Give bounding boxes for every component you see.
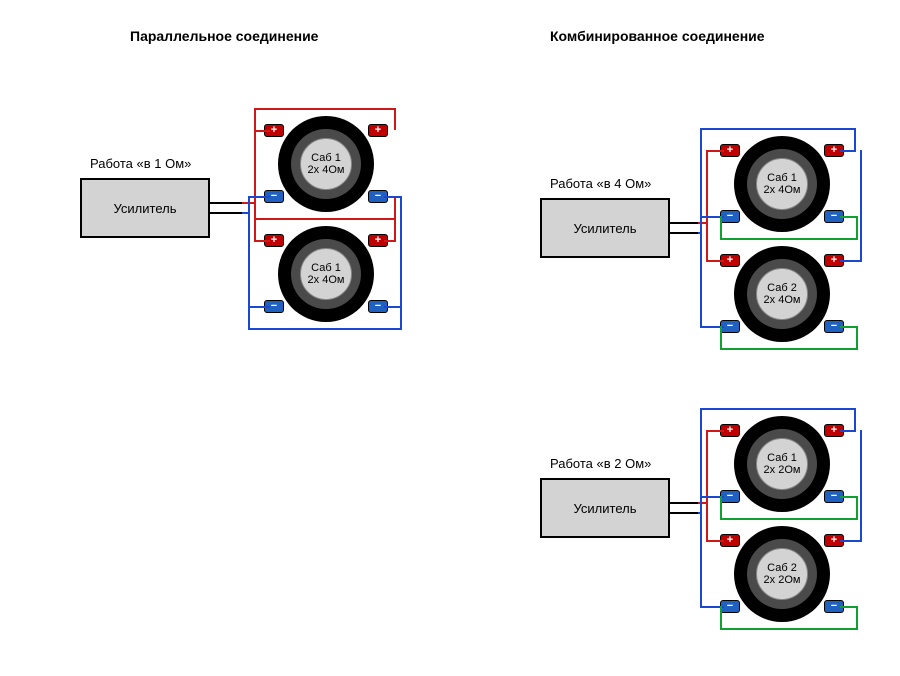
amp-label: Усилитель: [574, 501, 637, 516]
wire: [840, 606, 858, 608]
wire: [840, 260, 862, 262]
wire: [256, 240, 270, 242]
wire: [700, 128, 702, 234]
wire: [254, 218, 396, 220]
wire: [720, 518, 856, 520]
wire: [700, 408, 856, 410]
amplifier-2: Усилитель: [540, 198, 670, 258]
wire: [248, 306, 270, 308]
sub-imp: 2x 4Ом: [764, 184, 801, 196]
wire: [720, 496, 722, 520]
amp-label: Усилитель: [574, 221, 637, 236]
wire: [248, 196, 270, 198]
wire: [670, 512, 698, 514]
wire: [700, 128, 856, 130]
wire: [700, 512, 702, 608]
wire: [856, 606, 858, 630]
sub-name: Саб 1: [311, 152, 341, 164]
sub-imp: 2x 2Ом: [764, 464, 801, 476]
wire: [394, 198, 396, 242]
sub-name: Саб 2: [767, 562, 797, 574]
sub-imp: 2x 4Ом: [308, 274, 345, 286]
load-label-2: Работа «в 4 Ом»: [550, 176, 651, 191]
sub-name: Саб 1: [311, 262, 341, 274]
wire: [706, 430, 724, 432]
sub-imp: 2x 2Ом: [764, 574, 801, 586]
wire: [400, 306, 402, 330]
wire: [706, 430, 708, 542]
heading-left: Параллельное соединение: [130, 28, 318, 44]
sub-center: Саб 1 2x 4Ом: [300, 248, 352, 300]
sub-center: Саб 1 2x 2Ом: [756, 438, 808, 490]
wire: [854, 408, 856, 430]
wire: [254, 218, 256, 242]
wire: [720, 628, 858, 630]
sub-3-bottom: Саб 2 2x 2Ом + + − −: [734, 526, 830, 622]
wire: [856, 496, 858, 520]
wire: [860, 150, 862, 262]
wire: [840, 496, 858, 498]
load-label-1: Работа «в 1 Ом»: [90, 156, 191, 171]
wire: [210, 212, 242, 214]
sub-center: Саб 2 2x 4Ом: [756, 268, 808, 320]
wire: [670, 502, 698, 504]
sub-center: Саб 2 2x 2Ом: [756, 548, 808, 600]
wire: [248, 196, 250, 330]
sub-center: Саб 1 2x 4Ом: [300, 138, 352, 190]
amplifier-1: Усилитель: [80, 178, 210, 238]
wire: [210, 202, 242, 204]
sub-1-top: Саб 1 2x 4Ом + + − −: [278, 116, 374, 212]
sub-name: Саб 1: [767, 172, 797, 184]
wire: [720, 216, 722, 240]
wire: [254, 108, 396, 110]
sub-center: Саб 1 2x 4Ом: [756, 158, 808, 210]
wire: [860, 430, 862, 542]
wire: [670, 232, 698, 234]
wire: [840, 150, 856, 152]
wire: [856, 216, 858, 240]
heading-right: Комбинированное соединение: [550, 28, 765, 44]
wire: [840, 430, 856, 432]
wire: [720, 348, 858, 350]
sub-name: Саб 2: [767, 282, 797, 294]
sub-3-top: Саб 1 2x 2Ом + + − −: [734, 416, 830, 512]
wire: [856, 326, 858, 350]
wire: [706, 260, 724, 262]
wire: [706, 150, 708, 262]
load-label-3: Работа «в 2 Ом»: [550, 456, 651, 471]
wire: [720, 326, 722, 350]
sub-2-bottom: Саб 2 2x 4Ом + + − −: [734, 246, 830, 342]
wire: [720, 238, 856, 240]
wire: [720, 606, 722, 630]
sub-imp: 2x 4Ом: [764, 294, 801, 306]
wire: [840, 216, 858, 218]
wire: [706, 150, 724, 152]
sub-imp: 2x 4Ом: [308, 164, 345, 176]
wire: [700, 408, 702, 514]
amp-label: Усилитель: [114, 201, 177, 216]
wire: [854, 128, 856, 150]
wire: [700, 232, 702, 328]
sub-2-top: Саб 1 2x 4Ом + + − −: [734, 136, 830, 232]
wire: [670, 222, 698, 224]
wire: [706, 540, 724, 542]
wire: [248, 328, 402, 330]
sub-1-bottom: Саб 1 2x 4Ом + + − −: [278, 226, 374, 322]
wire: [394, 108, 396, 130]
sub-name: Саб 1: [767, 452, 797, 464]
amplifier-3: Усилитель: [540, 478, 670, 538]
wire: [256, 130, 270, 132]
term-pos-top-r: +: [368, 124, 388, 137]
wire: [840, 540, 862, 542]
wire: [840, 326, 858, 328]
